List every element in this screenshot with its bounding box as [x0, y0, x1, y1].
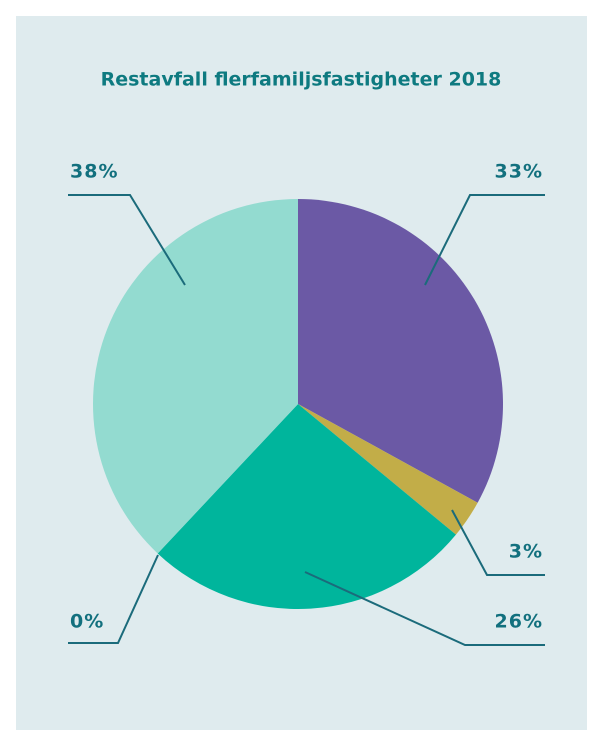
leader-line — [451, 509, 545, 576]
data-label: 3% — [509, 541, 543, 563]
leader-line — [424, 194, 545, 286]
data-label: 0% — [70, 611, 104, 633]
pie-slice — [157, 404, 456, 610]
pie-slice — [92, 199, 298, 554]
chart-title: Restavfall flerfamiljsfastigheter 2018 — [101, 69, 502, 91]
data-label: 26% — [495, 611, 543, 633]
leader-line — [68, 554, 159, 644]
data-label: 38% — [70, 161, 118, 183]
leader-line — [68, 194, 186, 286]
pie-slice — [298, 199, 503, 503]
data-label: 33% — [495, 161, 543, 183]
leader-line — [304, 571, 545, 646]
pie-slice — [298, 404, 478, 535]
